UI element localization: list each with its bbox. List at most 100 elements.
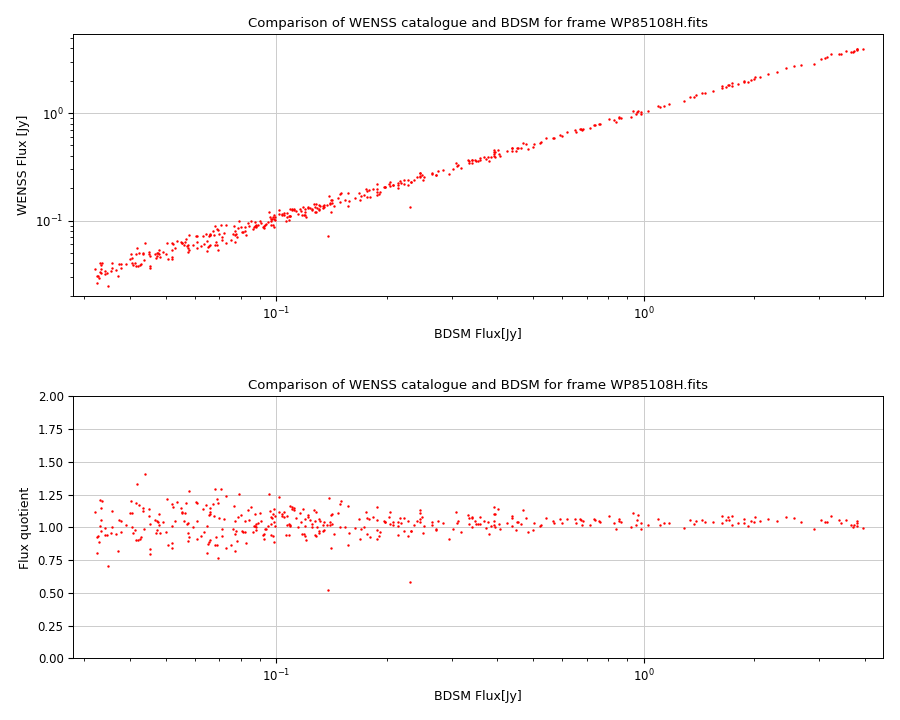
Point xyxy=(92,272,106,284)
Point xyxy=(258,218,273,230)
Point xyxy=(492,148,507,160)
Point xyxy=(607,114,621,126)
Point xyxy=(348,192,363,203)
Point xyxy=(442,533,456,544)
Point xyxy=(358,184,373,195)
Point xyxy=(323,519,338,531)
Point xyxy=(206,498,220,509)
Point xyxy=(602,114,616,125)
Point xyxy=(234,221,248,233)
Point xyxy=(505,145,519,157)
Point xyxy=(416,527,430,539)
Point xyxy=(510,516,525,528)
Point xyxy=(94,502,108,513)
Point xyxy=(850,45,864,56)
Point xyxy=(311,526,326,537)
Point xyxy=(291,208,305,220)
Point xyxy=(283,214,297,225)
Point xyxy=(325,518,339,530)
Point xyxy=(246,223,260,235)
Point xyxy=(761,513,776,524)
Point xyxy=(124,522,139,534)
Point xyxy=(136,505,150,516)
Point xyxy=(181,535,195,546)
Point xyxy=(272,209,286,220)
Point xyxy=(340,187,355,199)
Point xyxy=(818,516,832,528)
Point xyxy=(98,523,112,534)
Point xyxy=(317,524,331,536)
Point xyxy=(363,531,377,542)
Point xyxy=(143,261,157,272)
Point xyxy=(302,202,316,213)
Point xyxy=(219,238,233,249)
Point xyxy=(229,228,243,239)
Point xyxy=(360,528,374,540)
Point xyxy=(253,508,267,519)
Point xyxy=(761,68,776,79)
Point xyxy=(324,542,338,554)
Point xyxy=(342,196,356,207)
Point xyxy=(93,521,107,532)
Point xyxy=(248,220,263,232)
Point xyxy=(477,516,491,527)
Point xyxy=(104,505,119,516)
Point xyxy=(325,197,339,209)
Point xyxy=(611,516,625,527)
Point xyxy=(526,524,540,536)
Point xyxy=(87,263,102,274)
Point xyxy=(224,235,238,246)
Point xyxy=(695,514,709,526)
Point xyxy=(230,231,245,243)
Point xyxy=(196,526,211,538)
Point xyxy=(850,518,865,529)
Point xyxy=(425,168,439,180)
Point xyxy=(332,196,347,207)
Point xyxy=(203,508,218,520)
Point xyxy=(527,138,542,149)
Point xyxy=(462,512,476,523)
Point xyxy=(142,263,157,274)
Point xyxy=(296,201,310,212)
Point xyxy=(90,271,104,282)
Point xyxy=(324,194,338,206)
Point xyxy=(257,533,272,544)
Point xyxy=(509,145,524,157)
Point xyxy=(482,528,496,540)
Point xyxy=(194,240,209,251)
Point xyxy=(294,206,309,217)
Point xyxy=(820,52,834,63)
Point xyxy=(465,157,480,168)
Point xyxy=(234,526,248,537)
Point xyxy=(410,171,424,183)
Point xyxy=(210,493,224,505)
Point xyxy=(535,519,549,531)
Point xyxy=(160,238,175,249)
Point xyxy=(228,225,242,236)
Point xyxy=(850,521,864,532)
Point xyxy=(291,521,305,533)
Point xyxy=(209,531,223,543)
Point xyxy=(128,524,142,536)
Point xyxy=(277,506,292,518)
Point xyxy=(142,549,157,560)
Point xyxy=(112,258,126,270)
Point xyxy=(283,529,297,541)
Point xyxy=(787,512,801,523)
Point xyxy=(122,508,137,519)
Point xyxy=(413,505,428,516)
Point xyxy=(505,142,519,153)
Point xyxy=(431,166,446,177)
Point xyxy=(573,123,588,135)
Point xyxy=(856,523,870,534)
Point xyxy=(153,251,167,262)
Point xyxy=(814,53,828,64)
Point xyxy=(230,222,245,234)
Point xyxy=(310,202,325,214)
Point xyxy=(634,523,649,534)
Point xyxy=(305,204,320,216)
Point xyxy=(90,548,104,559)
Point xyxy=(472,518,487,529)
Point xyxy=(428,169,443,181)
Point xyxy=(126,259,140,271)
